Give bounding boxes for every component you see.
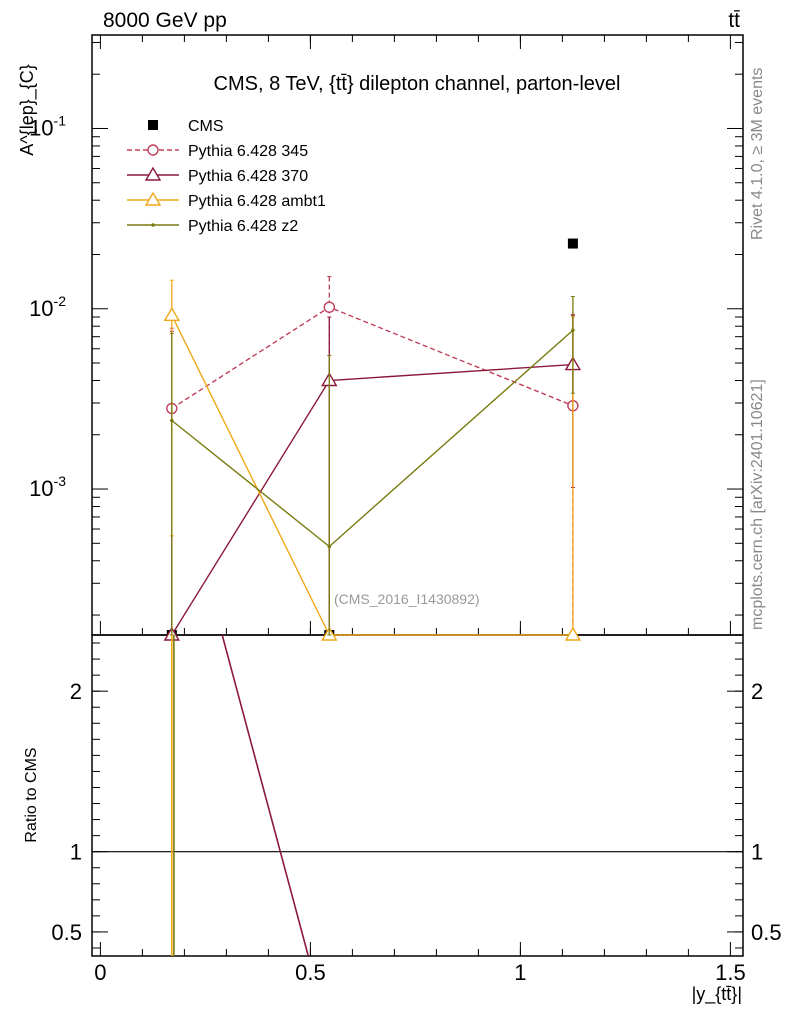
y-tick-exponent-2: -3 <box>54 473 67 489</box>
y-axis-label: A^{lep}_{C} <box>17 64 38 156</box>
series-4 <box>169 295 575 636</box>
x-axis-label: |y_{tt̄}| <box>692 984 742 1005</box>
x-tick-label-1: 0.5 <box>295 960 326 985</box>
data-point-4-2 <box>571 328 575 333</box>
process-label: tt̄ <box>728 9 740 32</box>
x-tick-label-2: 1 <box>514 960 526 985</box>
ratio-tick-label-right-2: 2 <box>751 679 763 704</box>
axis-ticks: 0 0.5 1 1.5 10-1 10-2 10-3 0.5 0.5 1 1 2 2 <box>29 35 782 985</box>
series-layer <box>163 238 582 641</box>
ratio-plot-frame <box>91 634 744 957</box>
data-point-4-1 <box>327 544 332 549</box>
legend-item-3: Pythia 6.428 ambt1 <box>127 191 326 210</box>
legend-item-0: CMS <box>148 118 224 135</box>
data-point-3-2 <box>564 626 582 641</box>
legend-item-2: Pythia 6.428 370 <box>127 166 308 185</box>
y-tick-label-1: 10-2 <box>29 293 66 321</box>
side-label-events: Rivet 4.1.0, ≥ 3M events <box>749 68 766 240</box>
legend-marker-4 <box>151 223 155 227</box>
series-0 <box>166 238 578 640</box>
legend: CMS Pythia 6.428 345 Pythia 6.428 370 Pythi… <box>127 118 326 235</box>
data-point-1-1 <box>323 301 335 313</box>
ratio-axis-label: Ratio to CMS <box>23 747 40 842</box>
data-point-0-2 <box>567 238 578 249</box>
legend-marker-0 <box>148 120 158 130</box>
energy-label: 8000 GeV pp <box>103 9 227 32</box>
x-tick-label-3: 1.5 <box>715 960 746 985</box>
ratio-tick-label-right-0: 0.5 <box>751 920 782 945</box>
y-tick-label-2: 10-3 <box>29 473 66 501</box>
series-line-3 <box>171 314 573 636</box>
legend-marker-3 <box>144 191 162 206</box>
legend-item-4: Pythia 6.428 z2 <box>127 218 298 235</box>
ratio-tick-label-right-1: 1 <box>751 840 763 865</box>
legend-marker-1 <box>147 144 159 156</box>
y-tick-label-0: 10-1 <box>29 112 66 140</box>
ratio-tick-label-2: 2 <box>70 679 82 704</box>
legend-label-2: Pythia 6.428 370 <box>188 168 308 185</box>
ratio-line-0 <box>221 634 310 957</box>
ratio-layer <box>92 634 743 957</box>
data-point-4-0 <box>170 418 174 423</box>
analysis-tag: (CMS_2016_I1430892) <box>334 591 480 607</box>
x-tick-label-0: 0 <box>94 960 106 985</box>
y-tick-exponent-1: -2 <box>54 293 67 309</box>
ratio-tick-label-1: 1 <box>70 840 82 865</box>
series-3 <box>163 279 582 641</box>
data-point-3-0 <box>163 306 181 321</box>
plot-title: CMS, 8 TeV, {tt̄} dilepton channel, part… <box>214 73 621 95</box>
ratio-tick-label-0: 0.5 <box>51 920 82 945</box>
y-tick-exponent-0: -1 <box>54 112 67 128</box>
legend-marker-2 <box>144 166 162 181</box>
series-line-1 <box>171 306 574 410</box>
legend-label-4: Pythia 6.428 z2 <box>188 218 298 235</box>
legend-item-1: Pythia 6.428 345 <box>127 143 308 160</box>
side-label-source: mcplots.cern.ch [arXiv:2401.10621] <box>749 379 766 630</box>
series-1 <box>166 275 579 636</box>
legend-label-1: Pythia 6.428 345 <box>188 143 308 160</box>
legend-label-3: Pythia 6.428 ambt1 <box>188 193 326 210</box>
legend-label-0: CMS <box>188 118 224 135</box>
